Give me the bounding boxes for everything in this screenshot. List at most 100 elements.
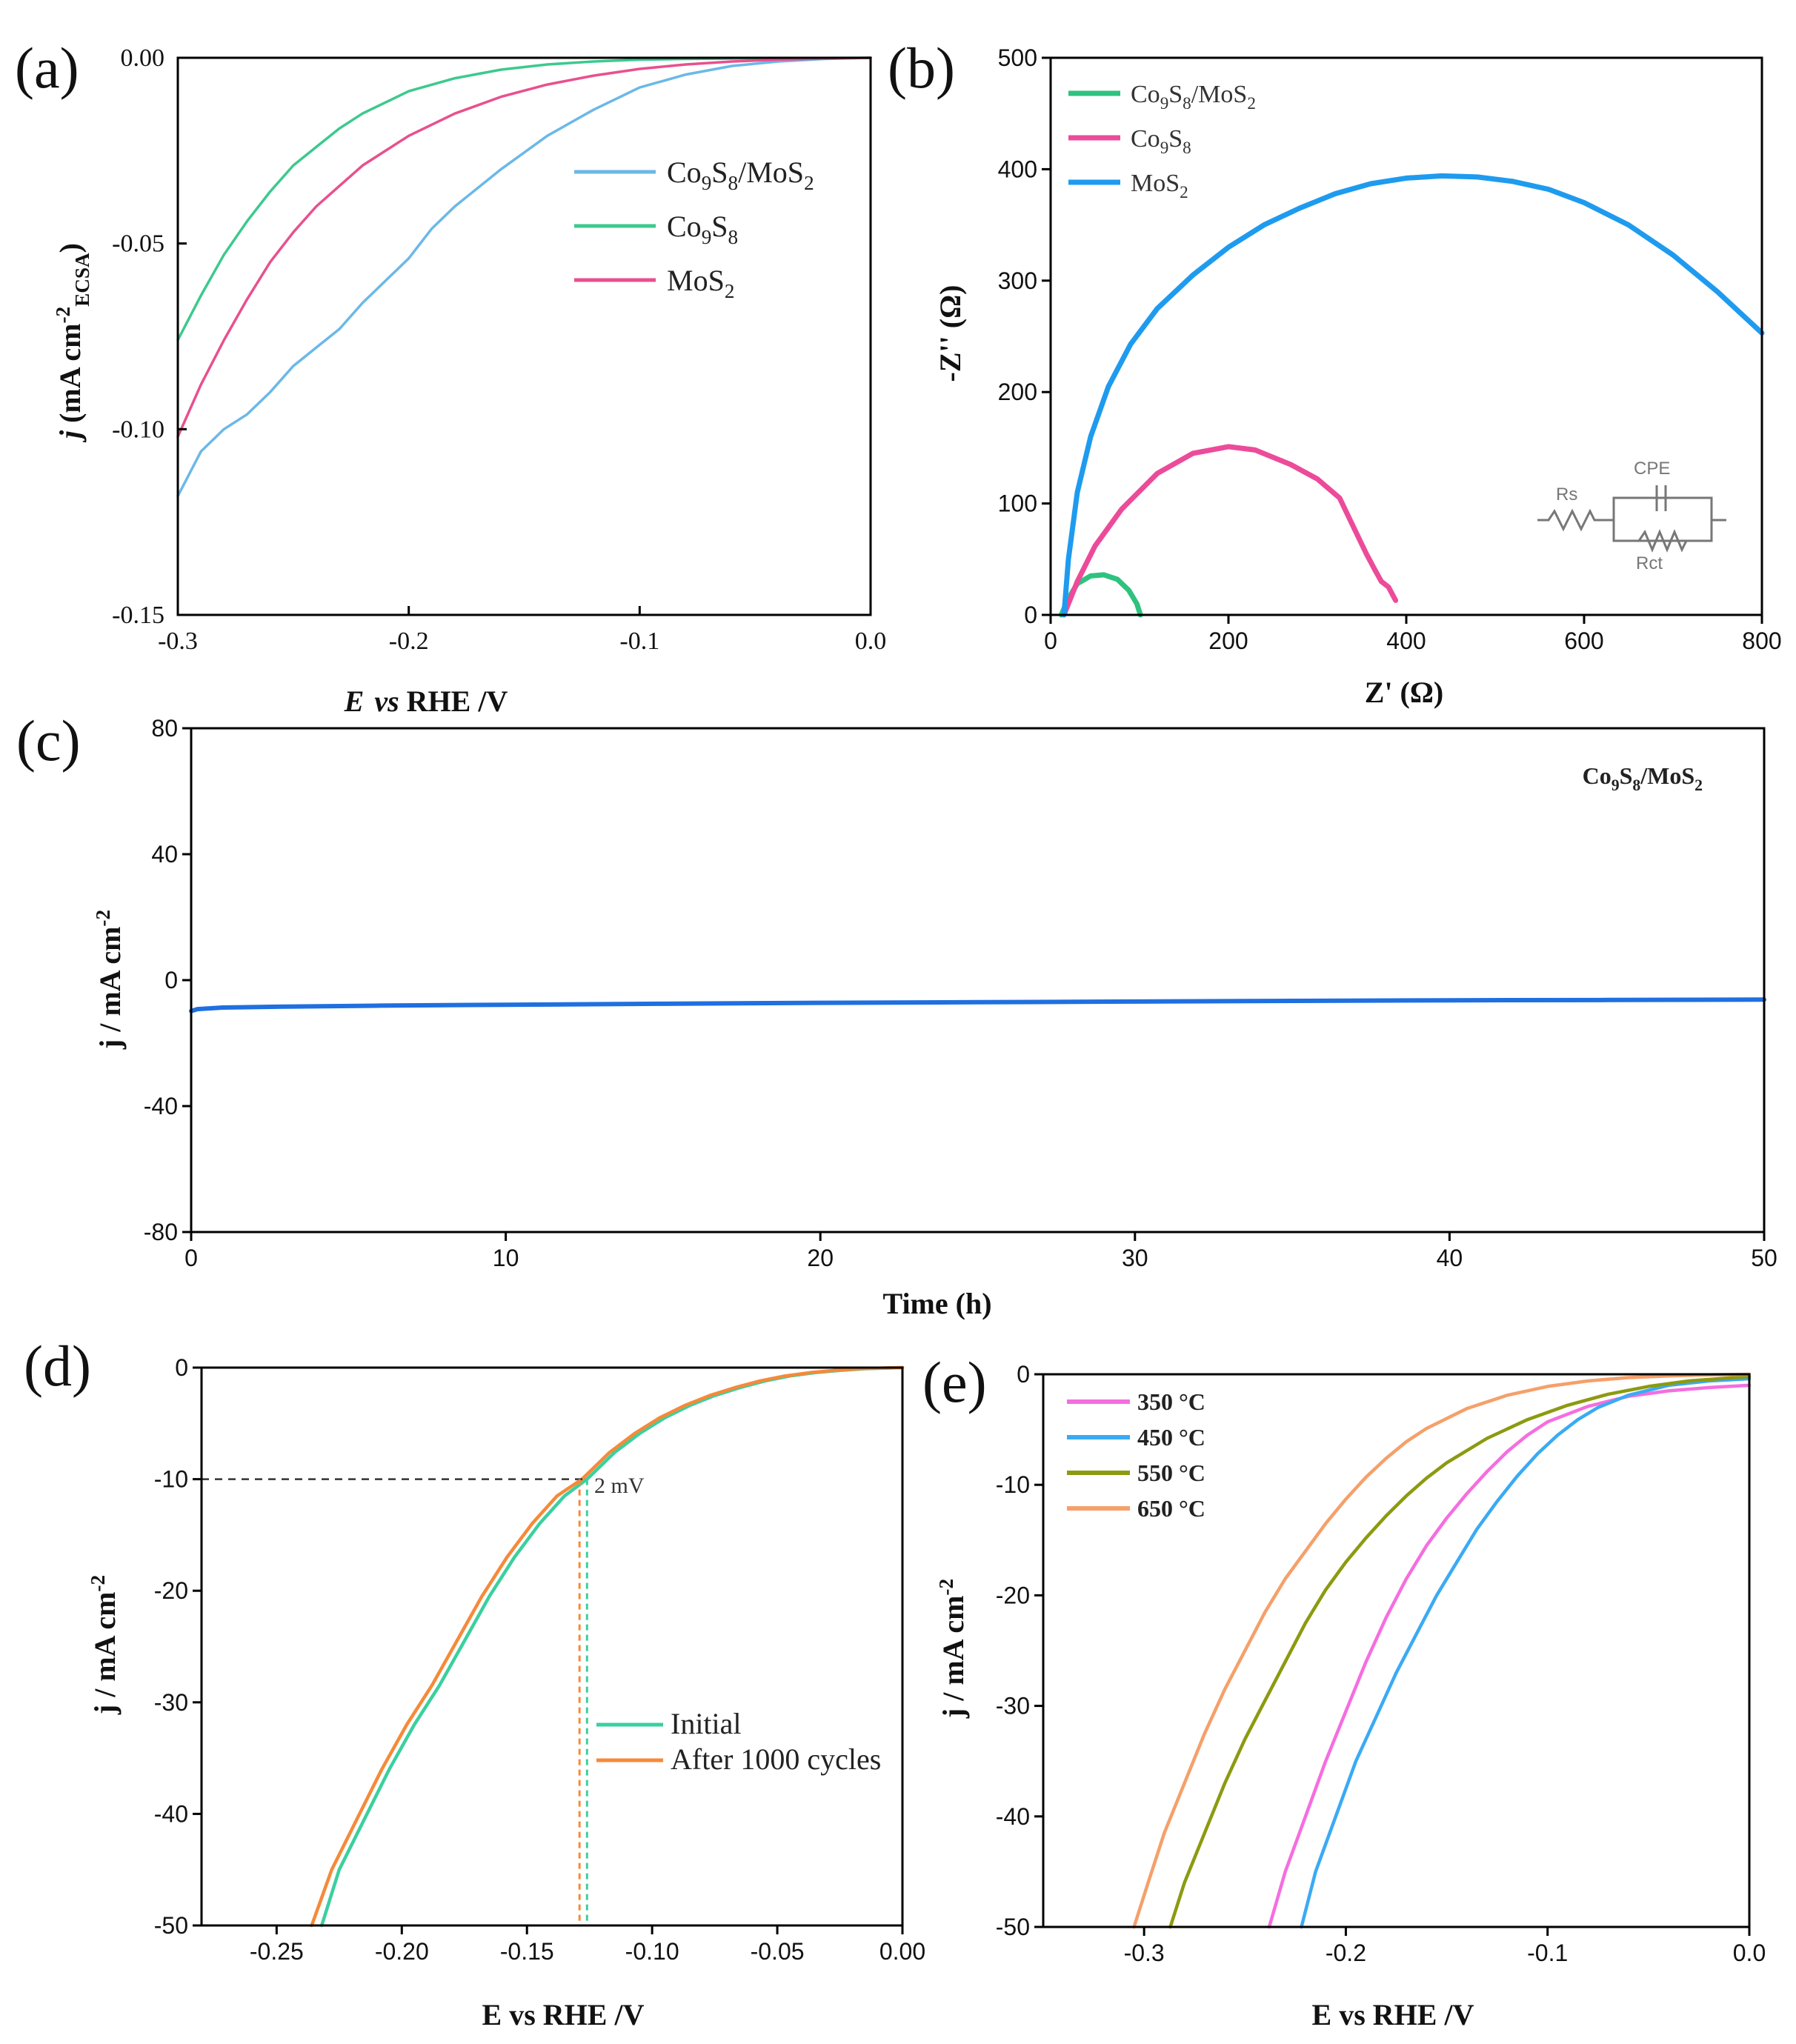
panel-b-x-tick-label: 400 [1386,627,1426,654]
panel-c-axes [190,727,1766,1234]
panel-a-axes [176,56,872,616]
panel-a: (a) -0.3 -0.2 -0.1 0.0 0.00 -0.05 -0.10 -0.15 E… [15,36,886,718]
panel-b-y-tick-label: 100 [998,490,1037,517]
resistor-rct-symbol [1637,529,1688,553]
panel-b-y-tick-label: 500 [998,44,1037,71]
legend-label-550: 550 °C [1137,1459,1205,1486]
panel-e-legend: 350 °C 450 °C 550 °C 650 °C [1067,1388,1205,1522]
panel-e-y-label: j / mA cm-2 [935,1579,970,1719]
panel-d-y-tick-label: -50 [154,1912,188,1939]
panel-b-x-tick-label: 600 [1564,627,1603,654]
equivalent-circuit-inset [1537,485,1726,553]
panel-c-series-co9s8-mos2 [189,997,1766,1013]
panel-e-y-tick-label: -40 [996,1803,1030,1830]
panel-b: (b) 0 200 400 600 800 0 100 200 300 400 500 Z' (Ω)… [888,36,1782,709]
panel-d-y-tick-label: 0 [175,1354,188,1381]
cpe-symbol [1649,485,1676,511]
panel-d-x-tick-label: -0.20 [375,1938,429,1965]
panel-c-x-tick-label: 0 [184,1245,198,1271]
panel-a-x-tick-label: -0.3 [158,627,198,655]
panel-b-legend: Co9S8/MoS2 Co9S8 MoS2 [1068,81,1256,202]
panel-e: (e) -0.3 -0.2 -0.1 0.0 0 -10 -20 -30 -40 -50 E vs… [922,1350,1766,2031]
panel-a-series-co9s8-mos2 [176,56,872,498]
circuit-label-rs: Rs [1556,485,1577,505]
panel-e-x-label: E vs RHE /V [1312,1998,1474,2031]
panel-c-sample-title: Co9S8/MoS2 [1583,762,1703,794]
panel-b-y-label: -Z'' (Ω) [934,285,967,382]
panel-a-series-mos2 [176,56,872,439]
panel-c-x-label: Time (h) [882,1287,991,1320]
panel-b-y-tick-label: 0 [1024,602,1037,628]
panel-e-x-tick-label: 0.0 [1733,1940,1766,1966]
panel-c-y-tick-label: -80 [144,1219,178,1245]
panel-e-y-tick-label: -10 [996,1471,1030,1498]
panel-d-x-label: E vs RHE /V [482,1998,645,2031]
panel-d-x-tick-label: -0.10 [625,1938,679,1965]
panel-e-x-tick-label: -0.1 [1527,1940,1568,1966]
panel-c-y-tick-label: 80 [151,715,178,742]
legend-label-co9s8-mos2: Co9S8/MoS2 [667,156,814,194]
panel-b-x-label: Z' (Ω) [1365,676,1443,709]
panel-d-annotation: 2 mV [594,1474,645,1498]
panel-b-x-tick-label: 200 [1208,627,1248,654]
panel-d-x-tick-label: -0.25 [250,1938,304,1965]
panel-d-series-after-1000-cycles [310,1365,905,1928]
panel-a-x-tick-label: 0.0 [855,627,887,655]
panel-d-x-tick-label: -0.05 [751,1938,805,1965]
panel-e-y-tick-label: -50 [996,1914,1030,1940]
panel-c-label: (c) [16,708,81,773]
panel-c-x-tick-label: 50 [1751,1245,1777,1271]
panel-a-x-tick-label: -0.1 [619,627,659,655]
panel-b-series-co9s8 [1061,444,1399,618]
panel-e-series-650-c [1132,1372,1752,1929]
panel-c-y-label: j / mA cm-2 [92,910,127,1050]
panel-d-y-tick-label: -20 [154,1577,188,1604]
legend-label-650: 650 °C [1137,1495,1205,1522]
panel-a-y-tick-label: -0.10 [112,416,164,443]
panel-d-x-tick-label: -0.15 [500,1938,554,1965]
panel-c-y-tick-label: 40 [151,841,178,868]
panel-e-label: (e) [922,1350,987,1414]
panel-b-label: (b) [888,36,955,100]
panel-d-y-tick-label: -30 [154,1689,188,1716]
panel-c-x-tick-label: 20 [807,1245,834,1271]
legend-label-mos2: MoS2 [667,264,734,302]
legend-label-initial: Initial [671,1707,742,1740]
panel-e-y-tick-label: -30 [996,1693,1030,1720]
legend-label-450: 450 °C [1137,1424,1205,1451]
panel-e-series-350-c [1267,1383,1752,1929]
panel-b-x-tick-label: 800 [1742,627,1781,654]
panel-d-y-tick-label: -40 [154,1800,188,1827]
panel-a-y-tick-label: -0.05 [112,230,164,258]
panel-b-y-tick-label: 200 [998,379,1037,405]
legend-label-after-cycles: After 1000 cycles [671,1742,881,1776]
panel-b-series-mos2 [1061,173,1765,618]
panel-c-x-tick-label: 30 [1122,1245,1148,1271]
panel-b-y-tick-label: 400 [998,156,1037,182]
panel-c-y-tick-label: 0 [164,967,178,993]
panel-d-y-tick-label: -10 [154,1466,188,1493]
legend-label-co9s8-mos2: Co9S8/MoS2 [1131,81,1256,113]
panel-b-y-tick-label: 300 [998,267,1037,294]
panel-a-y-label: j (mA cm-2ECSA) [52,243,93,443]
panel-c-x-tick-label: 40 [1437,1245,1463,1271]
parallel-branch [1612,496,1713,542]
panel-b-x-tick-label: 0 [1044,627,1057,654]
legend-label-mos2: MoS2 [1131,170,1188,202]
panel-e-series-550-c [1168,1374,1752,1929]
panel-d-y-label: j / mA cm-2 [87,1575,122,1715]
panel-d-label: (d) [24,1334,91,1398]
panel-e-axes [1042,1373,1751,1928]
panel-a-label: (a) [15,36,79,100]
panel-c-y-tick-label: -40 [144,1093,178,1119]
panel-a-legend: Co9S8/MoS2 Co9S8 MoS2 [574,156,814,302]
panel-d-x-tick-label: 0.00 [879,1938,925,1965]
legend-label-co9s8: Co9S8 [667,210,738,248]
panel-d-axes [200,1366,904,1927]
circuit-label-rct: Rct [1636,553,1663,573]
panel-a-x-tick-label: -0.2 [389,627,429,655]
panel-c-x-tick-label: 10 [493,1245,519,1271]
panel-e-y-tick-label: 0 [1017,1361,1030,1388]
panel-c: (c) 0 10 20 30 40 50 80 40 0 -40 -80 Time (h) j / … [16,708,1777,1320]
